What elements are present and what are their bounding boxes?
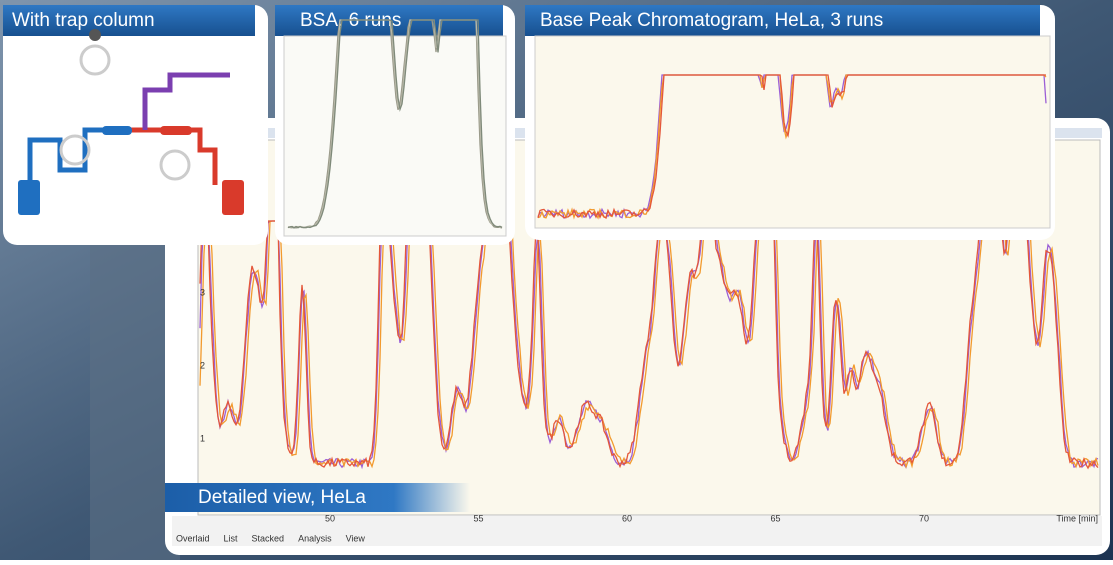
- x-tick-label: 60: [622, 513, 632, 523]
- x-axis-label: Time [min]: [1056, 513, 1098, 523]
- x-tick-label: 55: [473, 513, 483, 523]
- plot-area: [535, 36, 1050, 228]
- x-tick-label: 65: [770, 513, 780, 523]
- tab[interactable]: Analysis: [298, 533, 332, 543]
- tab[interactable]: View: [346, 533, 366, 543]
- y-tick-label: 3: [200, 287, 205, 297]
- detail-title: Detailed view, HeLa: [198, 487, 366, 508]
- x-tick-label: 70: [919, 513, 929, 523]
- tab[interactable]: Overlaid: [176, 533, 210, 543]
- screen: Detailed view, HeLa Time [min] With trap…: [0, 0, 1113, 560]
- tab[interactable]: Stacked: [252, 533, 285, 543]
- panel-title: With trap column: [12, 10, 155, 31]
- panel-title: Base Peak Chromatogram, HeLa, 3 runs: [540, 10, 883, 31]
- x-tick-label: 50: [325, 513, 335, 523]
- y-tick-label: 2: [200, 360, 205, 370]
- y-tick-label: 1: [200, 433, 205, 443]
- tab[interactable]: List: [224, 533, 239, 543]
